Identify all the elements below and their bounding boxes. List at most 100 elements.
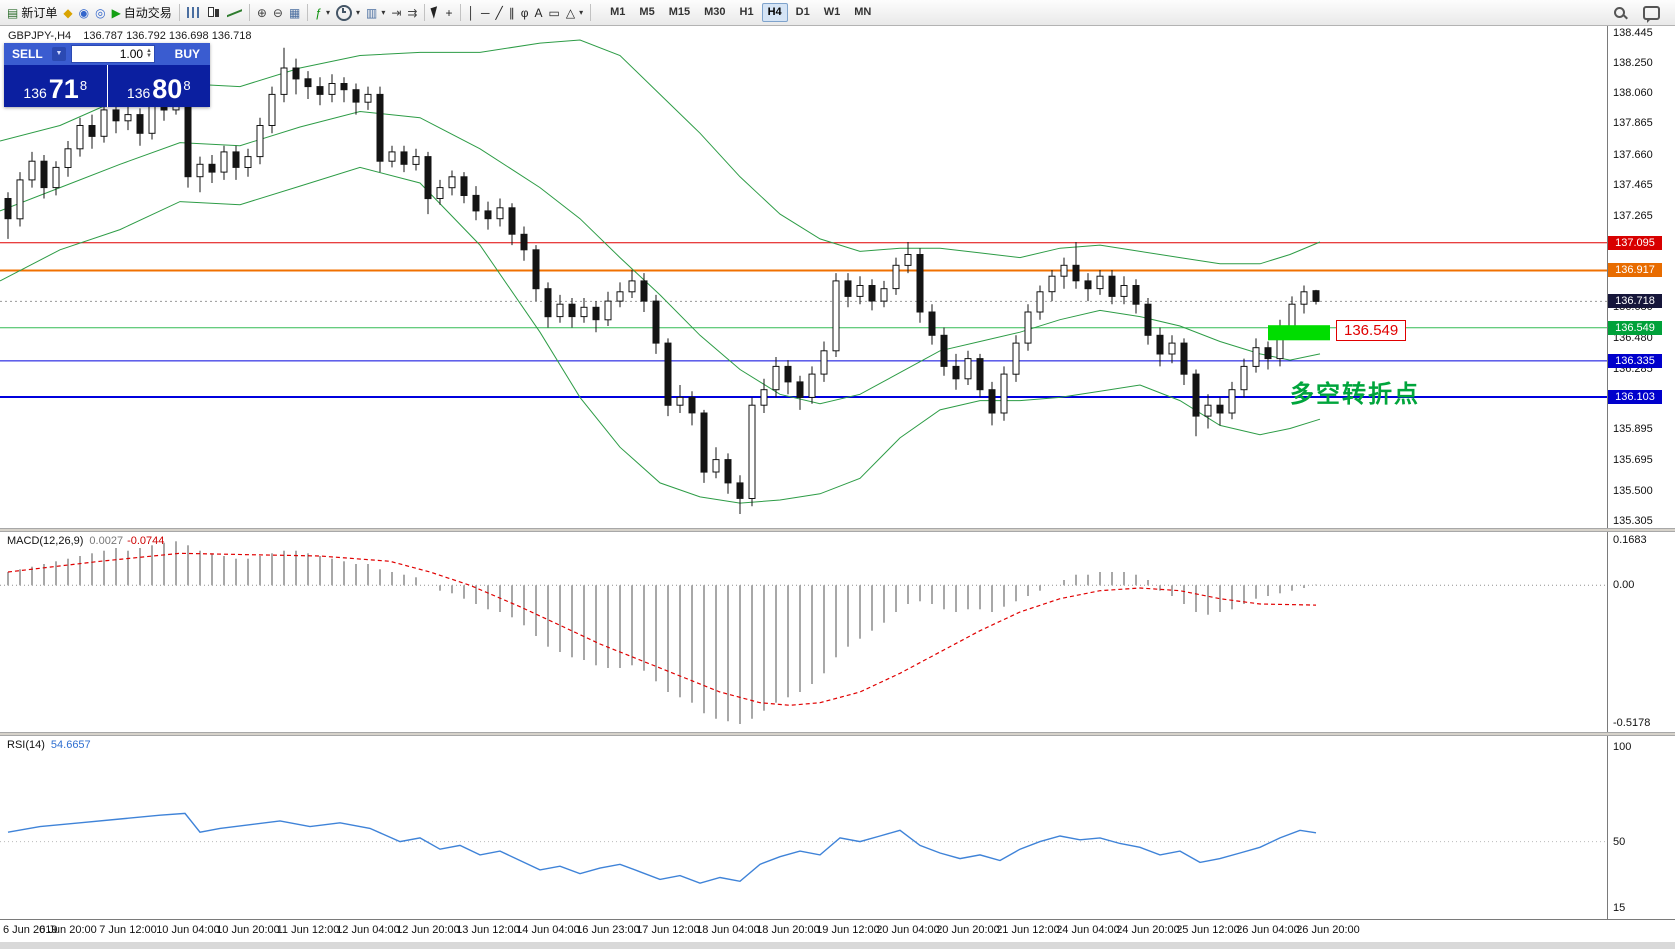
zoom-in-button[interactable]: ⊕: [254, 2, 270, 24]
price-chart-canvas[interactable]: [0, 26, 1607, 528]
channel-button[interactable]: ∥: [506, 2, 518, 24]
timeframe-h1-button[interactable]: H1: [739, 5, 754, 18]
autotrading-button[interactable]: ▶ 自动交易: [109, 2, 175, 24]
candle-body: [616, 291, 624, 302]
rsi-value: 54.6657: [50, 739, 91, 751]
candle-body: [88, 125, 96, 137]
price-tag-label[interactable]: 136.549: [1336, 320, 1407, 341]
timeframe-d1-button[interactable]: D1: [795, 5, 810, 18]
time-axis[interactable]: 6 Jun 2019 6 Jun 20:00 7 Jun 12:00 10 Jun 0…: [0, 919, 1675, 942]
price-tick: 138.250: [1613, 57, 1653, 69]
candle-body: [40, 160, 48, 189]
candle-body: [304, 78, 312, 88]
price-scale[interactable]: 138.445 138.250 138.060 137.865 137.660 137.4…: [1607, 26, 1675, 528]
community-icon: [1643, 5, 1660, 23]
candle-body: [484, 210, 492, 220]
cursor-icon: [430, 6, 442, 19]
cursor-button[interactable]: [429, 2, 442, 24]
text-label-icon: ▭: [548, 5, 560, 20]
candle-body: [568, 303, 576, 318]
buy-button[interactable]: 136 80 8: [107, 65, 210, 107]
zoom-out-button[interactable]: ⊖: [270, 2, 286, 24]
crosshair-button[interactable]: +: [442, 2, 455, 24]
highlight-rectangle[interactable]: [1268, 325, 1330, 341]
timeframe-m15-button[interactable]: M15: [668, 5, 691, 18]
candlestick-chart-icon[interactable]: [203, 2, 224, 24]
text-label-button[interactable]: ▭: [546, 2, 563, 24]
price-tick: 136.480: [1613, 332, 1653, 344]
trendline-button[interactable]: ╱: [493, 2, 506, 24]
candle-body: [676, 396, 684, 406]
candle-body: [796, 381, 804, 398]
candle-body: [1264, 347, 1272, 360]
sell-label[interactable]: SELL: [12, 47, 43, 61]
market-watch-icon[interactable]: ◉: [76, 2, 92, 24]
macd-scale-tick: 0.00: [1613, 579, 1635, 591]
panel-separator[interactable]: [0, 732, 1675, 736]
toolbar-separator: [590, 4, 592, 21]
templates-button[interactable]: ▥ ▾: [363, 2, 388, 24]
horizontal-line-button[interactable]: ─: [478, 2, 493, 24]
candle-body: [556, 303, 564, 318]
candle-body: [400, 151, 408, 165]
timeframe-m30-button[interactable]: M30: [704, 5, 726, 18]
ohlc-values-text: 136.787 136.792 136.698 136.718: [83, 30, 252, 42]
line-chart-icon[interactable]: [224, 2, 245, 24]
timeframe-w1-button[interactable]: W1: [823, 5, 841, 18]
indicators-button[interactable]: ƒ ▾: [312, 2, 333, 24]
candle-body: [100, 109, 108, 137]
candle-body: [196, 163, 204, 178]
candle-body: [1204, 404, 1212, 417]
sell-button[interactable]: 136 71 8: [4, 65, 107, 107]
chart-shift-icon[interactable]: ⇥: [388, 2, 404, 24]
order-type-dropdown[interactable]: ▼: [52, 47, 66, 61]
timeframe-mn-button[interactable]: MN: [854, 5, 872, 18]
rsi-scale[interactable]: 100 50 15: [1607, 736, 1675, 919]
annotation-text[interactable]: 多空转折点: [1290, 381, 1420, 408]
candle-body: [292, 67, 300, 80]
candle-body: [340, 83, 348, 91]
volume-stepper[interactable]: ▲ ▼: [146, 48, 152, 59]
bar-chart-icon[interactable]: [184, 2, 203, 24]
candle-body: [1168, 342, 1176, 355]
timeframe-m1-button[interactable]: M1: [610, 5, 626, 18]
vertical-line-button[interactable]: │: [465, 2, 479, 24]
time-label: 16 Jun 23:00: [576, 924, 640, 936]
chart-profile-icon[interactable]: ◆: [60, 2, 75, 24]
candle-body: [1108, 275, 1116, 297]
candle-body: [1216, 404, 1224, 414]
timeframe-h4-button[interactable]: H4: [761, 2, 788, 23]
candle-body: [208, 163, 216, 173]
candle-body: [1156, 334, 1164, 355]
price-badge-136.718: 136.718: [1608, 294, 1662, 308]
data-window-icon[interactable]: ◎: [92, 2, 108, 24]
community-button[interactable]: [1640, 2, 1663, 24]
fibonacci-button[interactable]: φ: [518, 2, 532, 24]
macd-panel: 0.1683 0.00 -0.5178 MACD(12,26,9) 0.0027 -0.…: [0, 532, 1675, 732]
buy-label[interactable]: BUY: [174, 47, 200, 61]
candle-body: [868, 285, 876, 302]
search-button[interactable]: [1610, 2, 1630, 24]
auto-scroll-icon[interactable]: ⇉: [404, 2, 420, 24]
step-down-icon[interactable]: ▼: [146, 53, 152, 59]
macd-scale[interactable]: 0.1683 0.00 -0.5178: [1607, 532, 1675, 732]
candle-body: [856, 285, 864, 297]
step-up-icon[interactable]: ▲: [146, 48, 152, 54]
text-button[interactable]: A: [532, 2, 546, 24]
volume-input[interactable]: 1.00 ▲ ▼: [71, 45, 155, 63]
price-tick: 138.445: [1613, 27, 1653, 39]
periods-button[interactable]: ▾: [333, 2, 363, 24]
buy-price-main: 80: [152, 74, 183, 104]
bollinger-upper-band: [0, 39, 1321, 265]
candle-body: [244, 156, 252, 169]
timeframe-m5-button[interactable]: M5: [639, 5, 655, 18]
shapes-button[interactable]: △ ▾: [563, 2, 586, 24]
tile-windows-icon[interactable]: ▦: [286, 2, 303, 24]
candle-body: [220, 151, 228, 173]
panel-separator[interactable]: [0, 528, 1675, 532]
new-order-button[interactable]: ▤ 新订单: [4, 2, 60, 24]
candle-body: [640, 280, 648, 302]
time-label: 25 Jun 12:00: [1176, 924, 1240, 936]
time-label: 18 Jun 20:00: [756, 924, 820, 936]
candle-body: [1120, 285, 1128, 297]
